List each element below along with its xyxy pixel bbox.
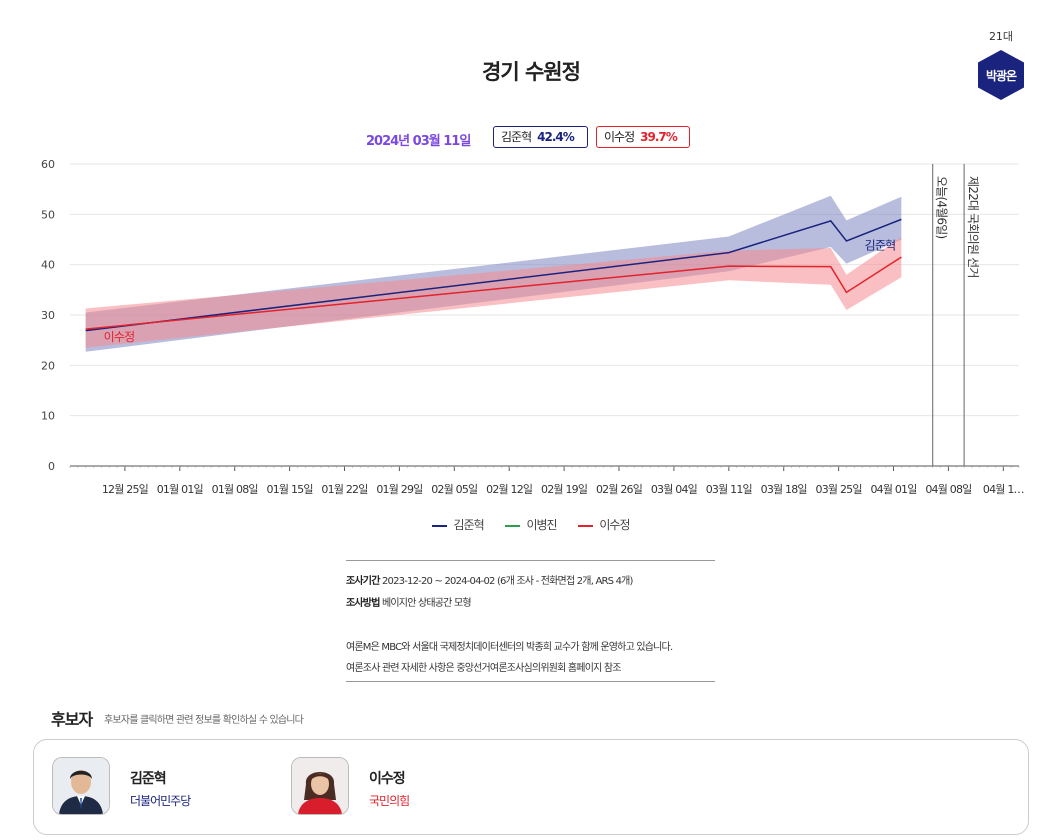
incumbent-name: 박광온 — [985, 69, 1017, 83]
candidates-hint: 후보자를 클릭하면 관련 정보를 확인하실 수 있습니다 — [104, 715, 304, 726]
legend-item-lee[interactable]: 이수정 — [578, 516, 631, 533]
incumbent-badge[interactable]: 박광온 — [975, 49, 1027, 101]
series-line — [85, 218, 902, 332]
axis-layer: 0 10 20 30 40 50 60 12월 25일 01월 01일 01월 08일 01월 15… — [41, 158, 1025, 496]
y-tick-label: 10 — [41, 410, 55, 423]
summary-candidate-name: 이수정 — [604, 130, 635, 144]
legend-label: 김준혁 — [453, 518, 484, 532]
survey-period: 조사기간 2023-12-20 ~ 2024-04-02 (6개 조사 - 전화… — [346, 572, 633, 587]
x-tick-label: 03월 11일 — [706, 482, 753, 496]
event-marker-label: 제22대 국회의원 선거 — [966, 176, 980, 278]
y-tick-label: 0 — [48, 460, 55, 473]
confidence-band — [85, 236, 902, 348]
survey-period-text: 2023-12-20 ~ 2024-04-02 (6개 조사 - 전화면접 2개… — [382, 576, 633, 587]
x-tick-label: 03월 25일 — [816, 482, 863, 496]
candidate-party: 더불어민주당 — [130, 794, 191, 808]
x-tick-label: 04월 1… — [983, 483, 1024, 496]
candidate-name: 이수정 — [369, 771, 406, 787]
x-tick-label: 04월 08일 — [925, 482, 972, 496]
summary-candidate-value: 42.4% — [537, 130, 575, 144]
legend-label: 이수정 — [599, 518, 630, 532]
candidate-card-lee[interactable]: 이수정 국민의힘 — [291, 757, 471, 817]
y-tick-label: 30 — [41, 309, 55, 322]
series-line — [85, 256, 902, 330]
legend-swatch — [432, 524, 448, 527]
y-tick-label: 60 — [41, 158, 55, 171]
survey-date: 2024년 03월 11일 — [366, 134, 471, 149]
survey-note-2: 여론조사 관련 자세한 사항은 중앙선거여론조사심의위원회 홈페이지 참조 — [346, 663, 621, 674]
person-portrait-icon — [292, 758, 348, 814]
x-tick-label: 01월 01일 — [157, 482, 204, 496]
survey-note-1: 여론M은 MBC와 서울대 국제정치데이터센터의 박종희 교수가 함께 운영하고… — [346, 642, 673, 653]
series-end-label: 김준혁 — [865, 238, 896, 252]
x-tick-label: 02월 19일 — [541, 482, 588, 496]
legend-item-leejin[interactable]: 이병진 — [505, 516, 558, 533]
page-title: 경기 수원정 — [482, 60, 581, 84]
x-tick-label: 01월 22일 — [321, 482, 368, 496]
chart-legend: 김준혁 이병진 이수정 — [0, 516, 1062, 533]
x-tick-label: 01월 15일 — [267, 482, 314, 496]
x-tick-label: 01월 08일 — [212, 482, 259, 496]
incumbent-term: 21대 — [988, 30, 1014, 43]
survey-period-label: 조사기간 — [346, 576, 380, 587]
x-tick-label: 12월 25일 — [102, 482, 149, 496]
x-tick-label: 02월 26일 — [596, 482, 643, 496]
y-tick-label: 20 — [41, 359, 55, 372]
x-tick-label: 02월 12일 — [486, 482, 533, 496]
candidates-title: 후보자 — [51, 710, 93, 729]
x-tick-label: 04월 01일 — [870, 482, 917, 496]
candidate-card-kim[interactable]: 김준혁 더불어민주당 — [52, 757, 232, 817]
survey-method-label: 조사방법 — [346, 598, 380, 609]
candidate-party: 국민의힘 — [369, 794, 410, 808]
series-end-label: 이수정 — [104, 330, 135, 344]
y-tick-label: 40 — [41, 259, 55, 272]
legend-swatch — [578, 524, 594, 527]
y-tick-label: 50 — [41, 208, 55, 221]
line-layer — [85, 218, 902, 332]
x-tick-label: 01월 29일 — [376, 482, 423, 496]
legend-label: 이병진 — [526, 518, 557, 532]
survey-method: 조사방법 베이지안 상태공간 모형 — [346, 594, 472, 609]
band-layer — [85, 195, 902, 352]
legend-swatch — [505, 524, 521, 527]
survey-info: 조사기간 2023-12-20 ~ 2024-04-02 (6개 조사 - 전화… — [346, 560, 715, 682]
hexagon-badge-icon — [978, 50, 1024, 100]
x-tick-label: 03월 04일 — [651, 482, 698, 496]
summary-candidate-lee: 이수정 39.7% — [596, 126, 690, 148]
avatar[interactable] — [291, 757, 349, 815]
x-tick-label: 03월 18일 — [761, 482, 808, 496]
legend-item-kim[interactable]: 김준혁 — [432, 516, 485, 533]
event-marker-label: 오늘(4월6일) — [935, 176, 949, 239]
person-portrait-icon — [53, 758, 109, 814]
poll-trend-chart[interactable]: 0 10 20 30 40 50 60 12월 25일 01월 01일 01월 08일 01월 15… — [0, 150, 1062, 506]
summary-candidate-value: 39.7% — [640, 130, 678, 144]
summary-candidate-kim: 김준혁 42.4% — [493, 126, 588, 148]
survey-method-text: 베이지안 상태공간 모형 — [382, 598, 472, 609]
avatar[interactable] — [52, 757, 110, 815]
marker-layer: 오늘(4월6일) 제22대 국회의원 선거 — [932, 164, 980, 466]
candidate-name: 김준혁 — [130, 771, 167, 787]
x-tick-label: 02월 05일 — [431, 482, 478, 496]
summary-candidate-name: 김준혁 — [501, 130, 532, 144]
candidates-panel: 김준혁 더불어민주당 이수정 국민의힘 — [33, 739, 1029, 835]
